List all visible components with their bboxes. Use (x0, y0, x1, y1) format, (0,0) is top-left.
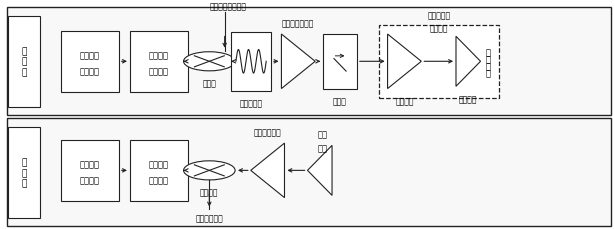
Text: 动点频源: 动点频源 (80, 175, 100, 184)
Text: 射: 射 (485, 55, 490, 64)
Bar (60, 140, 119, 201)
Circle shape (183, 52, 235, 71)
Bar (7, 119, 611, 226)
Text: 调制器: 调制器 (202, 79, 216, 88)
Polygon shape (282, 35, 315, 89)
Polygon shape (387, 35, 421, 89)
Text: 带通滤波器: 带通滤波器 (239, 99, 263, 108)
Text: 中频信号输出: 中频信号输出 (196, 214, 223, 223)
Polygon shape (251, 144, 285, 198)
Text: 倍频链驱: 倍频链驱 (80, 159, 100, 168)
Text: 振倍频链: 振倍频链 (149, 67, 169, 76)
Text: 倍频链驱: 倍频链驱 (80, 51, 100, 60)
Bar (231, 33, 271, 91)
Text: 波导连接: 波导连接 (459, 95, 477, 104)
Bar (8, 128, 40, 218)
Text: 太赫兹本: 太赫兹本 (149, 51, 169, 60)
Bar (130, 140, 188, 201)
Text: 接收: 接收 (318, 130, 328, 139)
Text: 兹放大器: 兹放大器 (430, 25, 448, 34)
Text: 波导连接: 波导连接 (200, 188, 218, 197)
Bar (379, 26, 499, 98)
Bar (7, 8, 611, 115)
Bar (323, 35, 357, 89)
Text: 振倍频链: 振倍频链 (149, 175, 169, 184)
Circle shape (183, 161, 235, 180)
Text: 固态功率放大器: 固态功率放大器 (282, 19, 314, 28)
Text: 低噪声放大器: 低噪声放大器 (254, 128, 282, 137)
Text: 动点频源: 动点频源 (80, 67, 100, 76)
Polygon shape (456, 37, 480, 87)
Text: 线: 线 (485, 69, 490, 78)
Bar (60, 31, 119, 93)
Text: 电真空太赫: 电真空太赫 (427, 11, 451, 20)
Polygon shape (308, 146, 332, 196)
Text: 发
射
链: 发 射 链 (22, 47, 26, 77)
Text: 接
收
链: 接 收 链 (22, 158, 26, 188)
Text: 天: 天 (485, 62, 490, 71)
Text: 天线: 天线 (318, 144, 328, 153)
Text: 发: 发 (485, 49, 490, 57)
Bar (8, 17, 40, 107)
Text: 基带调制信号输入: 基带调制信号输入 (209, 3, 246, 12)
Text: 波导连接: 波导连接 (395, 97, 414, 106)
Bar (130, 31, 188, 93)
Text: 隔离器: 隔离器 (333, 97, 347, 106)
Text: 太赫兹本: 太赫兹本 (149, 159, 169, 168)
